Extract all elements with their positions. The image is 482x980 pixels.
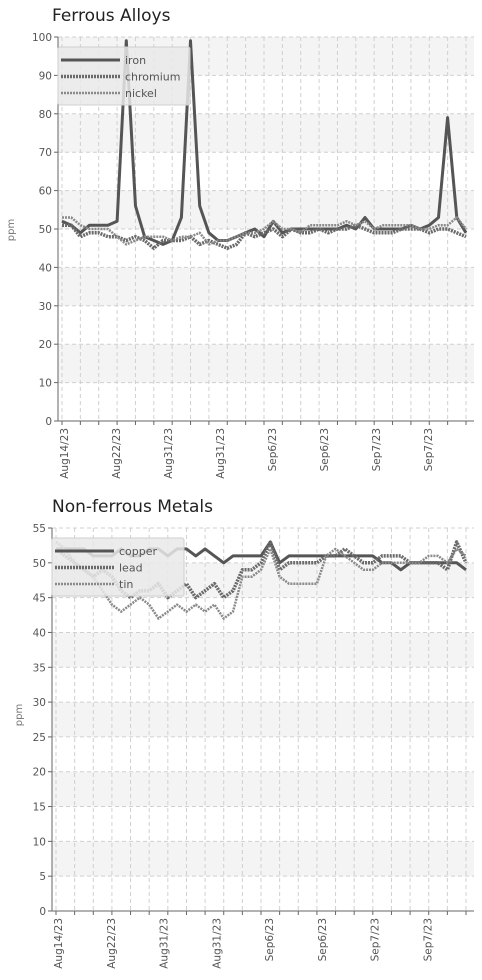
y-tick-label: 55: [33, 523, 46, 535]
y-tick-label: 80: [39, 109, 52, 121]
y-tick-label: 15: [33, 802, 46, 814]
y-tick-label: 30: [33, 697, 46, 709]
y-tick-label: 30: [39, 301, 52, 313]
grid-band: [58, 344, 474, 383]
legend-label-chromium: chromium: [125, 71, 181, 84]
y-tick-label: 5: [39, 871, 46, 883]
x-tick-label: Sep6/23: [319, 428, 331, 471]
y-axis-label: ppm: [14, 704, 25, 726]
x-tick-label: Aug31/23: [211, 918, 223, 969]
x-tick-label: Aug22/23: [111, 428, 123, 479]
series-line-tin: [55, 540, 467, 620]
series-line-nickel: [62, 216, 467, 246]
x-tick-label: Sep6/23: [317, 918, 329, 961]
grid-band: [52, 771, 474, 807]
x-tick-label: Sep7/23: [370, 918, 382, 961]
series-line-chromium: [62, 223, 467, 250]
chart-title: Ferrous Alloys: [52, 6, 171, 26]
x-tick-label: Aug31/23: [215, 428, 227, 479]
y-tick-label: 100: [32, 32, 52, 44]
y-tick-label: 50: [39, 224, 52, 236]
y-tick-label: 0: [45, 416, 52, 428]
y-tick-label: 0: [39, 906, 46, 918]
y-tick-label: 45: [33, 593, 46, 605]
y-tick-label: 90: [39, 70, 52, 82]
x-tick-label: Sep6/23: [264, 918, 276, 961]
x-tick-label: Aug14/23: [53, 918, 65, 969]
y-tick-label: 10: [39, 378, 52, 390]
legend-label-iron: iron: [125, 54, 146, 67]
legend-label-nickel: nickel: [125, 87, 157, 100]
grid-band: [58, 113, 474, 153]
x-tick-label: Aug22/23: [106, 918, 118, 969]
x-tick-label: Sep6/23: [267, 428, 279, 471]
grid-band: [52, 702, 474, 737]
y-axis-label: ppm: [6, 219, 17, 241]
grid-band: [58, 267, 474, 306]
nonferrous-chart-svg: 0 5 10 15 20 25 30 35 40 45 50 55 Aug14/23 Aug22/23 Au…: [14, 523, 474, 969]
x-tick-label: Aug31/23: [163, 428, 175, 479]
legend-label-tin: tin: [119, 578, 133, 591]
x-tick-label: Aug14/23: [59, 428, 71, 479]
x-tick-label: Sep7/23: [422, 918, 434, 961]
y-tick-label: 20: [39, 339, 52, 351]
y-tick-label: 35: [33, 662, 46, 674]
x-tick-label: Aug31/23: [159, 918, 171, 969]
y-tick-label: 40: [33, 627, 46, 639]
grid-band: [58, 190, 474, 229]
legend-label-copper: copper: [119, 545, 158, 558]
y-tick-label: 70: [39, 147, 52, 159]
y-tick-label: 50: [33, 558, 46, 570]
chart-title: Non-ferrous Metals: [52, 497, 214, 517]
grid-band: [52, 841, 474, 877]
x-tick-label: Sep7/23: [371, 428, 383, 471]
y-tick-label: 10: [33, 836, 46, 848]
grid-band: [52, 632, 474, 668]
x-tick-label: Sep7/23: [423, 428, 435, 471]
y-tick-label: 25: [33, 732, 46, 744]
y-tick-label: 40: [39, 262, 52, 274]
ferrous-chart-svg: 0 10 20 30 40 50 60 70 80 90 100 Aug14/23 Aug22/23 Au…: [6, 32, 474, 479]
y-tick-label: 60: [39, 186, 52, 198]
legend-label-lead: lead: [119, 562, 143, 575]
y-tick-label: 20: [33, 767, 46, 779]
